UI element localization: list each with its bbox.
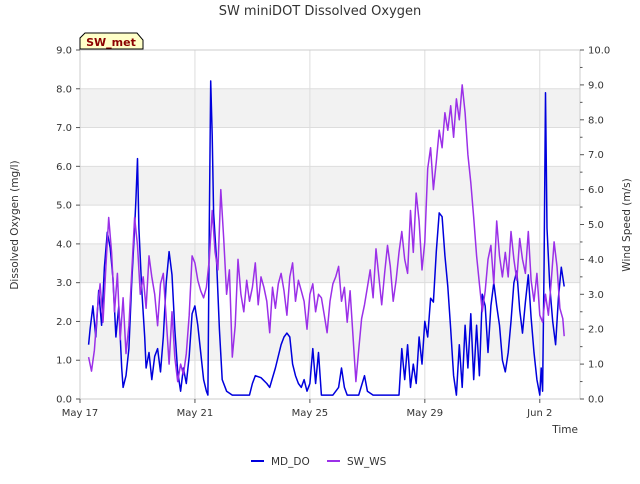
- series-line-md-do: [87, 80, 565, 396]
- x-axis-ticks: May 17 May 21 May 25 May 29 Jun 2: [62, 399, 552, 419]
- y-tick-label-left: 0.0: [56, 395, 72, 406]
- y-tick-label-left: 4.0: [56, 239, 72, 250]
- x-tick-label: Jun 2: [526, 408, 552, 419]
- y-axis-label-right: Wind Speed (m/s): [621, 178, 633, 271]
- y-tick-label-left: 9.0: [56, 46, 72, 57]
- series-lines: [87, 80, 565, 396]
- y-tick-label-left: 7.0: [56, 123, 72, 134]
- x-axis-label: Time: [551, 424, 578, 436]
- y-tick-label-right: 1.0: [588, 360, 604, 371]
- x-tick-label: May 25: [292, 408, 329, 419]
- y-tick-label-left: 5.0: [56, 201, 72, 212]
- y-tick-label-right: 3.0: [588, 290, 604, 301]
- y-tick-label-left: 2.0: [56, 317, 72, 328]
- y-tick-label-left: 1.0: [56, 356, 72, 367]
- y-tick-label-right: 2.0: [588, 325, 604, 336]
- x-tick-label: May 21: [177, 408, 214, 419]
- chart-title: SW miniDOT Dissolved Oxygen: [219, 4, 422, 19]
- x-tick-label: May 29: [407, 408, 444, 419]
- y-tick-label-left: 6.0: [56, 162, 72, 173]
- station-label-badge: SW_met: [79, 32, 144, 50]
- y-tick-label-left: 8.0: [56, 84, 72, 95]
- y-tick-label-right: 8.0: [588, 115, 604, 126]
- plot-band: [80, 166, 580, 206]
- station-label: SW_met: [86, 36, 136, 49]
- y-tick-label-right: 7.0: [588, 150, 604, 161]
- plot-band: [80, 88, 580, 128]
- y-tick-label-right: 9.0: [588, 80, 604, 91]
- y-tick-label-right: 5.0: [588, 220, 604, 231]
- y-tick-label-right: 4.0: [588, 255, 604, 266]
- legend-label-md-do: MD_DO: [271, 456, 310, 468]
- plot-bands: [80, 88, 580, 361]
- left-axis-ticks: 0.0 1.0 2.0 3.0 4.0 5.0 6.0 7.0 8.0 9.0: [56, 46, 80, 406]
- legend-label-sw-ws: SW_WS: [347, 456, 387, 468]
- right-axis-ticks: 0.0 1.0 2.0 3.0 4.0 5.0 6.0 7.0 8.0 9.0 10.0: [580, 46, 610, 406]
- x-tick-label: May 17: [62, 408, 99, 419]
- plot-band: [80, 243, 580, 283]
- y-axis-label-left: Dissolved Oxygen (mg/l): [9, 160, 21, 289]
- legend: MD_DO SW_WS: [251, 456, 387, 468]
- y-tick-label-right: 10.0: [588, 46, 610, 57]
- y-tick-label-left: 3.0: [56, 278, 72, 289]
- y-tick-label-right: 6.0: [588, 185, 604, 196]
- series-line-sw-ws: [87, 84, 565, 383]
- y-tick-label-right: 0.0: [588, 395, 604, 406]
